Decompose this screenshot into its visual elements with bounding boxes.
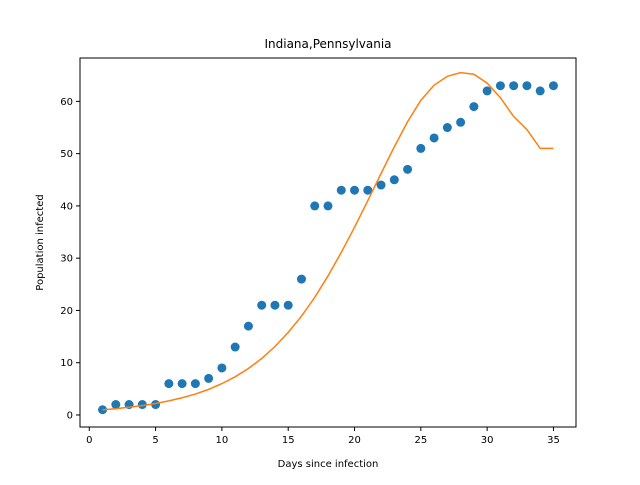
x-tick-label: 30: [481, 435, 494, 446]
data-point: [522, 81, 532, 91]
data-point: [336, 185, 346, 195]
x-tick-label: 0: [86, 435, 92, 446]
data-point: [283, 300, 293, 310]
data-point: [323, 201, 333, 211]
data-point: [548, 81, 558, 91]
data-point: [177, 379, 187, 389]
data-point: [429, 133, 439, 143]
x-axis-label: Days since infection: [278, 459, 379, 470]
data-point: [243, 321, 253, 331]
y-tick-label: 10: [60, 358, 73, 369]
y-axis-label: Population infected: [35, 194, 46, 290]
data-point: [363, 185, 373, 195]
data-point: [310, 201, 320, 211]
data-point: [257, 300, 267, 310]
y-tick-label: 0: [67, 410, 73, 421]
plot-area: [98, 71, 558, 415]
x-tick-label: 5: [152, 435, 158, 446]
x-tick-label: 35: [547, 435, 560, 446]
data-point: [217, 363, 227, 373]
y-tick-label: 30: [60, 254, 73, 265]
data-point: [230, 342, 240, 352]
data-point: [442, 123, 452, 133]
y-tick-label: 60: [60, 97, 73, 108]
data-point: [137, 400, 147, 410]
x-tick-label: 25: [414, 435, 427, 446]
fit-line: [102, 71, 554, 411]
x-tick-label: 10: [216, 435, 229, 446]
data-point: [111, 400, 121, 410]
data-point: [535, 86, 545, 96]
data-point: [296, 274, 306, 284]
data-point: [190, 379, 200, 389]
data-point: [482, 86, 492, 96]
data-point: [456, 117, 466, 127]
data-point: [416, 143, 426, 153]
y-tick-label: 20: [60, 306, 73, 317]
chart-title: Indiana,Pennsylvania: [264, 37, 391, 51]
y-tick-label: 40: [60, 201, 73, 212]
data-point: [495, 81, 505, 91]
data-point: [509, 81, 519, 91]
x-tick-label: 15: [282, 435, 295, 446]
data-point: [376, 180, 386, 190]
data-point: [350, 185, 360, 195]
axis-ticks: 0 5 10 15 20 25 30 35 0 10 20 30 40 50 60: [60, 97, 560, 446]
data-point: [469, 102, 479, 112]
data-point: [389, 175, 399, 185]
data-point: [164, 379, 174, 389]
data-point: [270, 300, 280, 310]
data-point: [403, 164, 413, 174]
y-tick-label: 50: [60, 149, 73, 160]
axes-frame: [79, 57, 577, 428]
data-point: [204, 373, 214, 383]
x-tick-label: 20: [348, 435, 361, 446]
